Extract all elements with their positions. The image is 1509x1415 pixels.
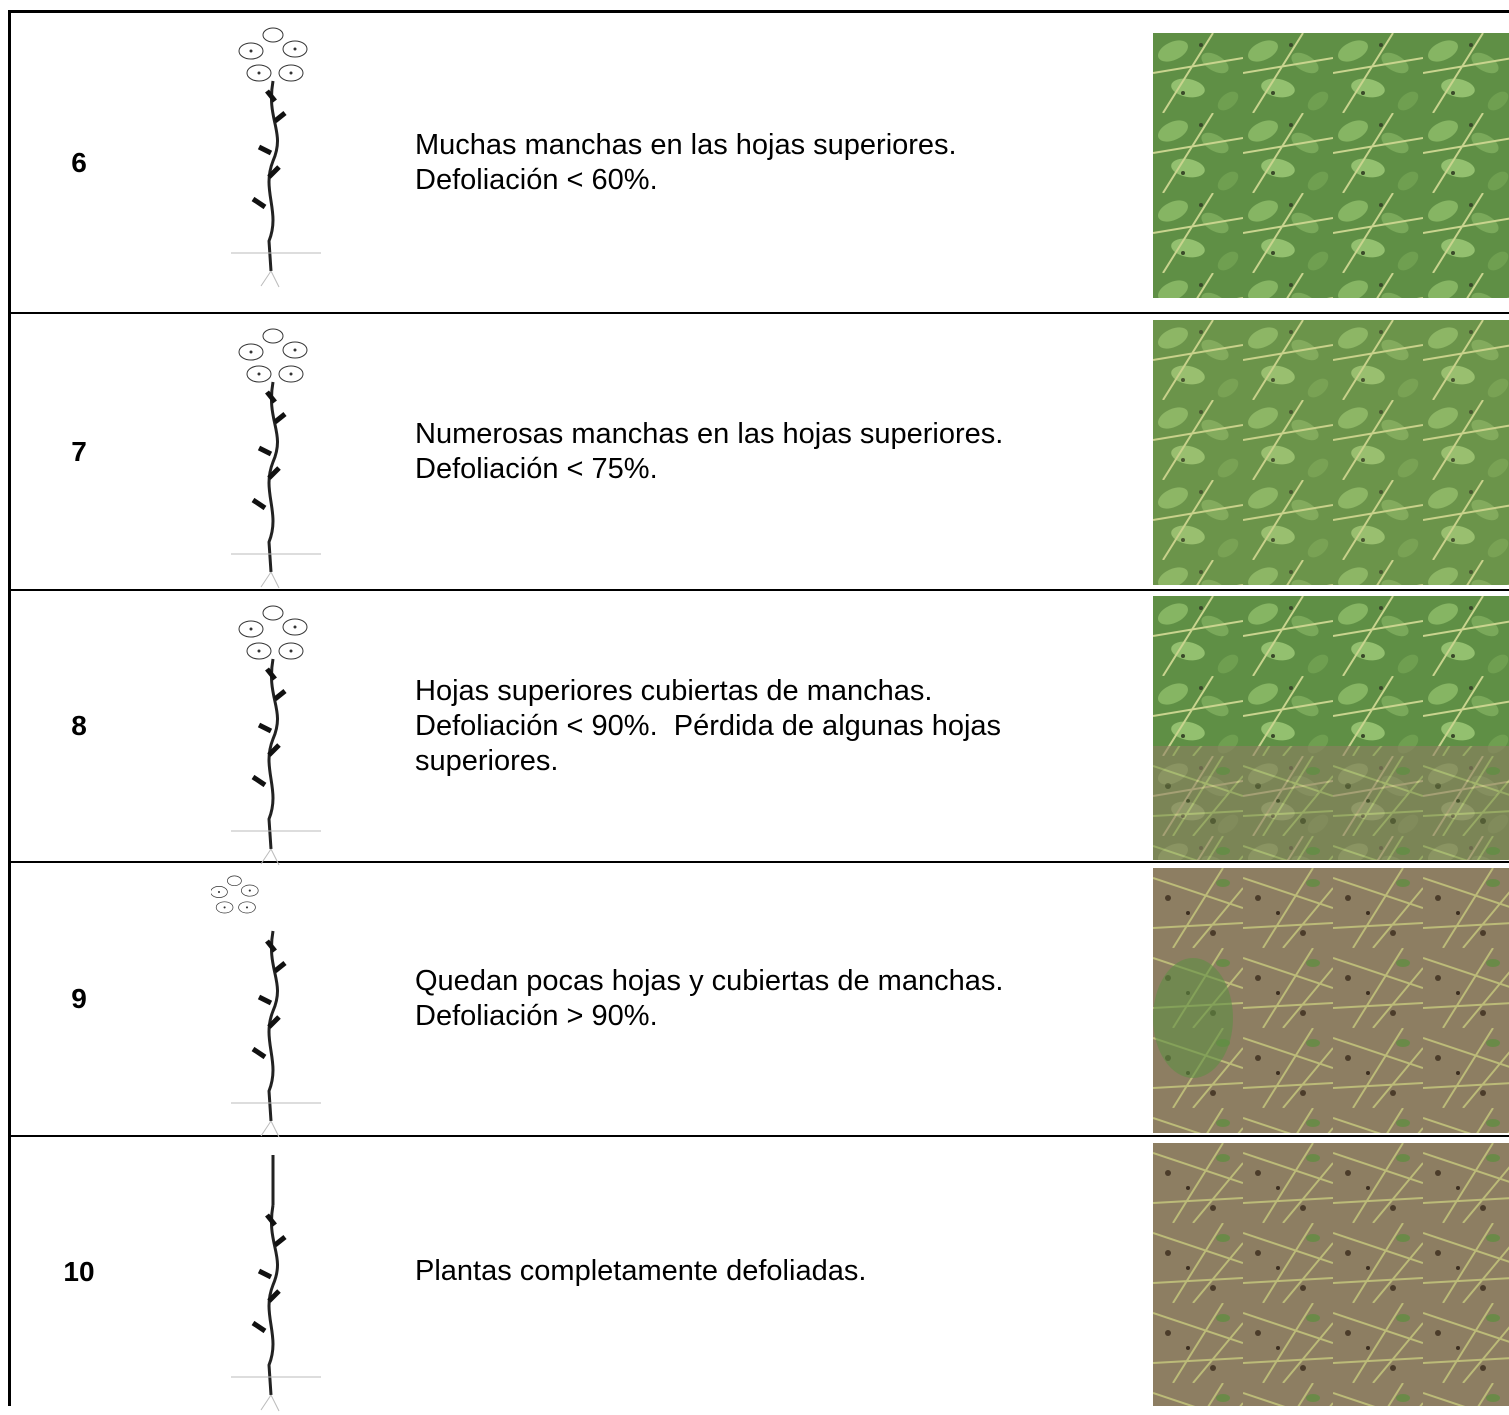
plant-drawing (211, 1155, 331, 1415)
photo (1153, 596, 1509, 860)
text-line: Quedan pocas hojas y cubiertas de mancha… (415, 965, 1004, 997)
photo (1153, 320, 1509, 585)
table-row: 9 Quedan pocas hojas y cubiertas de manc… (11, 863, 1509, 1135)
text-line: Defoliación < 60%. (415, 163, 658, 196)
text-line: Defoliación < 75%. (415, 452, 658, 485)
row-border (8, 312, 1509, 314)
plant-drawing (211, 328, 331, 592)
row-border (8, 1135, 1509, 1137)
description: Hojas superiores cubiertas de manchas. De… (415, 591, 1135, 861)
level: 6 (71, 146, 87, 178)
table-row: 8 Hojas superiores cubiertas de manchas.… (11, 591, 1509, 861)
plant-drawing (211, 875, 331, 1141)
plant-drawing (211, 605, 331, 869)
description: Quedan pocas hojas y cubiertas de mancha… (415, 863, 1135, 1135)
photo (1153, 868, 1509, 1133)
table-row: 7 Numerosas manchas en las hojas superio… (11, 314, 1509, 589)
photo (1153, 1143, 1509, 1406)
level: 7 (71, 435, 87, 467)
text-line: Defoliación > 90%. (415, 1000, 658, 1032)
description: Plantas completamente defoliadas. (415, 1137, 1135, 1406)
text-line: Muchas manchas en las hojas superiores. (415, 128, 957, 161)
plant-drawing (211, 27, 331, 291)
text-line: superiores. (415, 744, 559, 777)
level: 8 (71, 710, 87, 741)
row-border (8, 861, 1509, 863)
row-border (8, 10, 1509, 13)
table-row: 10 Plantas completamente defoliadas. (11, 1137, 1509, 1406)
photo (1153, 33, 1509, 298)
text-line: Plantas completamente defoliadas. (415, 1255, 867, 1287)
table-row: 6 Muchas manchas en las hojas superiores… (11, 13, 1509, 312)
table-border (8, 10, 11, 1406)
level: 10 (63, 1255, 95, 1287)
level: 9 (71, 983, 87, 1014)
description: Muchas manchas en las hojas superiores. D… (415, 13, 1135, 312)
description: Numerosas manchas en las hojas superiore… (415, 314, 1135, 589)
text-line: Defoliación < 90%. Pérdida de algunas ho… (415, 709, 1002, 742)
text-line: Hojas superiores cubiertas de manchas. (415, 674, 933, 707)
text-line: Numerosas manchas en las hojas superiore… (415, 417, 1004, 450)
row-border (8, 589, 1509, 591)
